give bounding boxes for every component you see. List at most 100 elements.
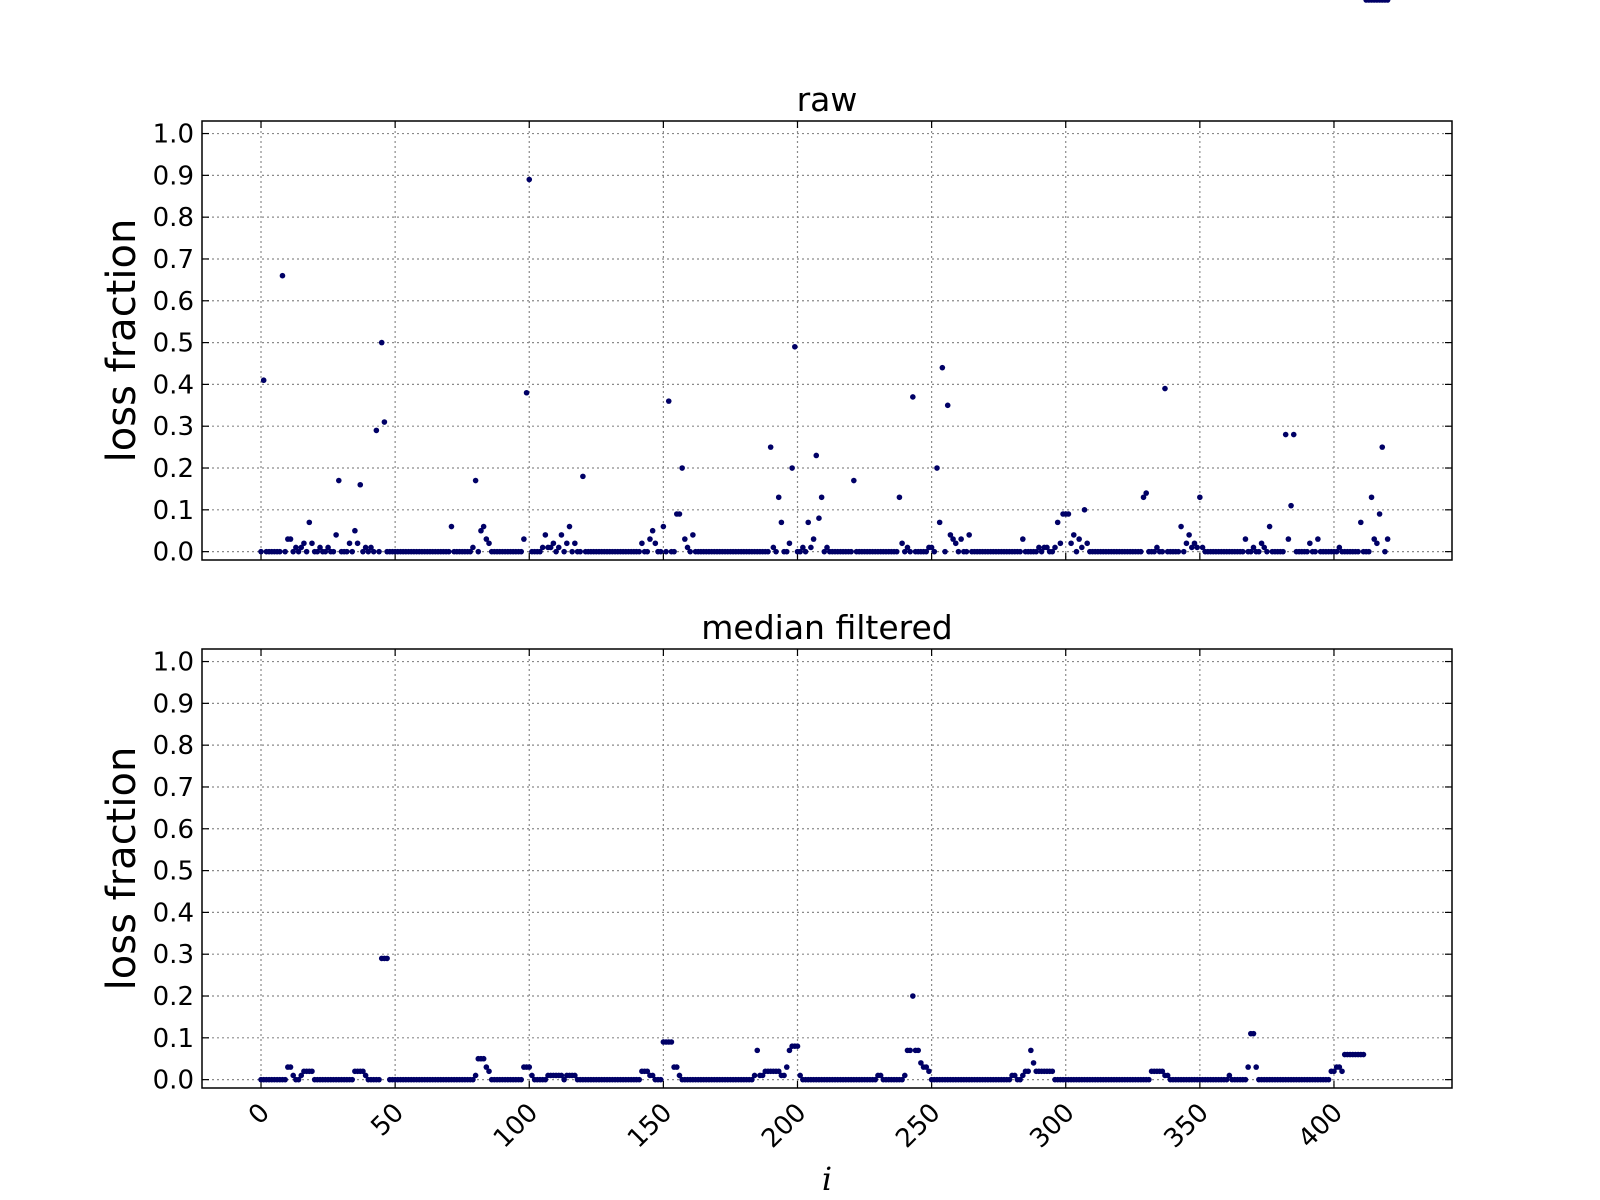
data-point	[644, 1068, 651, 1075]
data-point	[1052, 544, 1058, 551]
data-point	[336, 477, 342, 484]
data-point	[1025, 1068, 1031, 1075]
data-point	[781, 1072, 787, 1079]
data-point	[290, 1072, 297, 1079]
data-point	[783, 1064, 790, 1070]
data-points	[258, 176, 1391, 555]
data-point	[1256, 548, 1262, 555]
data-point	[794, 1043, 801, 1049]
data-point	[569, 548, 575, 555]
data-point	[1331, 1068, 1337, 1075]
data-point	[1242, 536, 1249, 542]
data-point	[376, 1076, 382, 1083]
y-tick-label: 0.5	[153, 329, 194, 359]
data-point	[572, 1072, 578, 1079]
data-point	[1253, 1064, 1259, 1070]
y-tick-label: 0.7	[153, 245, 194, 275]
data-point	[360, 548, 366, 555]
data-point	[802, 548, 809, 555]
data-point	[942, 548, 948, 555]
data-point	[657, 548, 664, 555]
data-point	[783, 548, 790, 555]
data-point	[786, 540, 793, 547]
data-point	[306, 519, 313, 526]
x-tick-label: 50	[365, 1098, 410, 1143]
data-point	[1162, 385, 1168, 392]
data-point	[639, 540, 645, 547]
data-point	[899, 1076, 905, 1083]
data-point	[1006, 1076, 1013, 1083]
data-point	[580, 473, 586, 480]
data-point	[260, 377, 267, 384]
data-points	[258, 0, 1391, 1083]
data-point	[314, 548, 321, 555]
y-tick-label: 0.6	[153, 287, 194, 317]
data-point	[1159, 1068, 1166, 1075]
x-axis-label: i	[822, 1160, 832, 1198]
data-point	[1355, 548, 1361, 555]
data-point	[1175, 548, 1182, 555]
data-point	[547, 544, 554, 551]
data-point	[966, 532, 972, 538]
data-point	[518, 548, 525, 555]
data-point	[682, 536, 688, 542]
data-point	[1376, 511, 1383, 517]
data-point	[303, 548, 310, 555]
data-point	[298, 1072, 305, 1079]
data-point	[325, 544, 331, 551]
y-tick-label: 0.2	[153, 982, 194, 1012]
data-point	[1197, 494, 1203, 501]
data-point	[818, 494, 825, 501]
data-point	[295, 1076, 302, 1083]
data-point	[1191, 540, 1198, 547]
data-point	[553, 548, 559, 555]
data-point	[1379, 444, 1386, 450]
data-point	[1076, 536, 1082, 542]
data-point	[346, 540, 353, 547]
data-point	[1336, 544, 1343, 551]
data-point	[673, 1064, 680, 1070]
data-point	[378, 339, 385, 346]
data-point	[947, 532, 954, 538]
data-point	[1049, 548, 1056, 555]
data-point	[1020, 536, 1026, 542]
y-tick-label: 0.3	[153, 940, 194, 970]
data-point	[690, 532, 696, 538]
data-point	[901, 1072, 908, 1079]
data-point	[907, 1047, 913, 1054]
x-tick-label: 100	[488, 1098, 544, 1154]
data-point	[365, 548, 372, 555]
data-point	[529, 1072, 535, 1079]
data-point	[775, 494, 782, 501]
data-point	[944, 402, 951, 409]
data-point	[373, 427, 380, 434]
y-axis-label: loss fraction	[99, 747, 145, 991]
data-point	[1146, 1076, 1152, 1083]
data-point	[1079, 544, 1085, 551]
data-point	[309, 540, 315, 547]
data-point	[958, 536, 964, 542]
data-point	[816, 515, 822, 521]
data-point	[1068, 540, 1074, 547]
data-point	[357, 481, 364, 488]
data-point	[952, 540, 959, 547]
data-point	[1368, 494, 1375, 501]
data-point	[577, 548, 584, 555]
data-point	[1049, 1068, 1056, 1075]
data-point	[931, 548, 938, 555]
data-point	[915, 1047, 922, 1054]
data-point	[636, 1076, 643, 1083]
data-point	[668, 1039, 675, 1045]
y-tick-label: 0.8	[153, 203, 194, 233]
data-point	[448, 523, 455, 530]
data-point	[644, 548, 651, 555]
data-point	[486, 540, 492, 547]
data-point	[649, 527, 656, 534]
chart-title: median filtered	[701, 608, 952, 647]
data-point	[1336, 1064, 1343, 1070]
data-point	[955, 548, 962, 555]
data-point	[1030, 1060, 1037, 1066]
data-point	[287, 1064, 294, 1070]
data-point	[518, 1076, 525, 1083]
data-point	[1178, 523, 1184, 530]
